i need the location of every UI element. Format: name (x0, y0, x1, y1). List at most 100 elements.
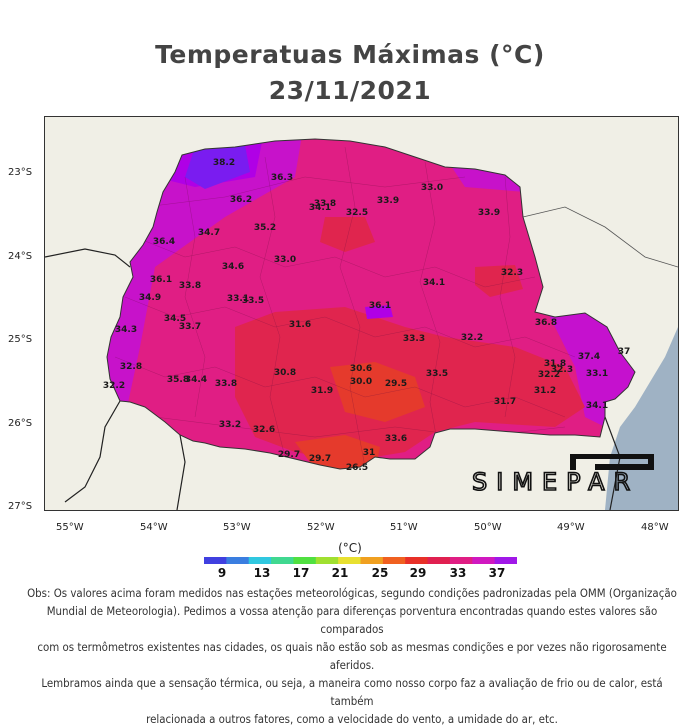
station-value: 36.4 (152, 237, 176, 247)
station-value: 34.4 (184, 375, 208, 385)
station-value: 31.7 (493, 397, 517, 407)
station-value: 36.3 (270, 173, 294, 183)
observation-note: Obs: Os valores acima foram medidos nas … (26, 584, 678, 728)
station-value: 36.2 (229, 195, 253, 205)
lat-label-26s: 26°S (8, 418, 33, 429)
station-value: 31.2 (533, 386, 557, 396)
station-value: 33.8 (313, 199, 337, 209)
lon-label-53w: 53°W (223, 522, 251, 533)
colorbar-label: 21 (331, 566, 349, 580)
colorbar (204, 557, 517, 564)
station-value: 31.8 (543, 359, 567, 369)
station-value: 36.8 (534, 318, 558, 328)
note-line: relacionada a outros fatores, como a vel… (146, 712, 558, 726)
lon-label-48w: 48°W (641, 522, 669, 533)
colorbar-segment (271, 557, 294, 564)
map-title: Temperatuas Máximas (°C) (155, 40, 545, 69)
note-line: Obs: Os valores acima foram medidos nas … (27, 586, 677, 600)
station-value: 33.2 (218, 420, 242, 430)
station-value: 34.9 (138, 293, 162, 303)
neighbor-border-west (45, 248, 131, 268)
station-value: 32.2 (102, 381, 126, 391)
simepar-logo: SIMEPAR (471, 454, 654, 496)
colorbar-segment (405, 557, 429, 564)
lon-label-50w: 50°W (474, 522, 502, 533)
colorbar-segment (315, 557, 339, 564)
station-value: 32.3 (500, 268, 524, 278)
station-value: 38.2 (212, 158, 236, 168)
lon-label-55w: 55°W (56, 522, 84, 533)
colorbar-label: 17 (292, 566, 310, 580)
station-value: 33.6 (384, 434, 408, 444)
station-value: 34.1 (308, 203, 332, 213)
colorbar-label: 9 (217, 566, 227, 580)
colorbar-segment (494, 557, 517, 564)
station-value: 36.1 (149, 275, 173, 285)
station-value: 33.3 (402, 334, 426, 344)
station-value: 37.4 (577, 352, 601, 362)
note-line: Mundial de Meteorologia). Pedimos a voss… (46, 604, 658, 636)
colorbar-segment (204, 557, 227, 564)
station-value: 32.2 (460, 333, 484, 343)
lon-label-51w: 51°W (390, 522, 418, 533)
neighbor-border-sp (522, 206, 678, 268)
station-value: 35.2 (253, 223, 277, 233)
colorbar-label: 29 (409, 566, 427, 580)
station-value: 26.5 (345, 463, 369, 473)
colorbar-segment (449, 557, 473, 564)
station-value: 34.5 (163, 314, 187, 324)
station-value: 33.0 (420, 183, 444, 193)
station-value: 31.9 (310, 386, 334, 396)
map-date: 23/11/2021 (268, 76, 432, 105)
colorbar-segment (360, 557, 384, 564)
logo-text: SIMEPAR (472, 468, 639, 496)
station-value: 29.7 (277, 450, 301, 460)
station-value: 35.8 (166, 375, 190, 385)
station-value: 32.3 (550, 365, 574, 375)
colorbar-segment (338, 557, 361, 564)
note-line: Lembramos ainda que a sensação térmica, … (41, 676, 663, 708)
colorbar-label: 13 (253, 566, 271, 580)
station-value: 33.1 (226, 294, 250, 304)
station-value: 29.5 (384, 379, 408, 389)
station-value: 30.0 (349, 377, 373, 387)
lat-label-27s: 27°S (8, 501, 33, 512)
lat-label-24s: 24°S (8, 251, 33, 262)
station-value: 34.3 (114, 325, 138, 335)
station-value: 34.1 (422, 278, 446, 288)
station-value: 32.2 (537, 370, 561, 380)
neighbor-border-south (64, 400, 121, 503)
colorbar-label: 25 (371, 566, 389, 580)
station-value: 30.6 (349, 364, 373, 374)
station-value: 33.7 (178, 322, 202, 332)
station-value: 33.1 (585, 369, 609, 379)
colorbar-segment (293, 557, 317, 564)
colorbar-segment (248, 557, 272, 564)
station-value: 34.1 (585, 401, 609, 411)
station-value: 32.5 (345, 208, 369, 218)
station-value: 37 (617, 347, 631, 357)
station-value: 31 (362, 448, 376, 458)
lat-label-25s: 25°S (8, 334, 33, 345)
colorbar-segment (382, 557, 406, 564)
lat-label-23s: 23°S (8, 167, 33, 178)
station-value: 33.8 (178, 281, 202, 291)
station-value: 36.1 (368, 301, 392, 311)
colorbar-label: 37 (488, 566, 506, 580)
colorbar-label: 33 (449, 566, 467, 580)
station-value: 32.8 (119, 362, 143, 372)
station-value: 33.0 (273, 255, 297, 265)
station-value: 33.5 (241, 296, 265, 306)
colorbar-segment (427, 557, 451, 564)
station-value: 33.9 (376, 196, 400, 206)
neighbor-border-sc (176, 434, 186, 510)
station-value: 33.5 (425, 369, 449, 379)
colorbar-segment (472, 557, 496, 564)
station-value: 33.9 (477, 208, 501, 218)
station-value: 32.6 (252, 425, 276, 435)
lon-label-52w: 52°W (307, 522, 335, 533)
station-value: 34.6 (221, 262, 245, 272)
station-value: 29.7 (308, 454, 332, 464)
colorbar-segment (226, 557, 250, 564)
lon-label-49w: 49°W (557, 522, 585, 533)
